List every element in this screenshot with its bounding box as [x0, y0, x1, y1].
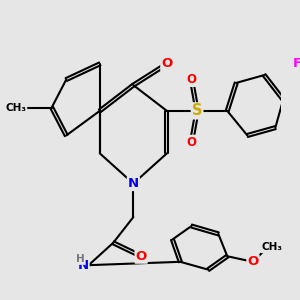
Text: N: N	[128, 177, 139, 190]
Text: O: O	[161, 57, 172, 70]
Text: O: O	[187, 73, 196, 86]
Text: F: F	[293, 57, 300, 70]
Text: CH₃: CH₃	[261, 242, 282, 252]
Text: O: O	[248, 255, 259, 268]
Text: H: H	[76, 254, 85, 264]
Text: S: S	[192, 103, 202, 118]
Text: O: O	[187, 136, 196, 149]
Text: O: O	[136, 250, 147, 263]
Text: CH₃: CH₃	[5, 103, 26, 112]
Text: N: N	[77, 259, 88, 272]
